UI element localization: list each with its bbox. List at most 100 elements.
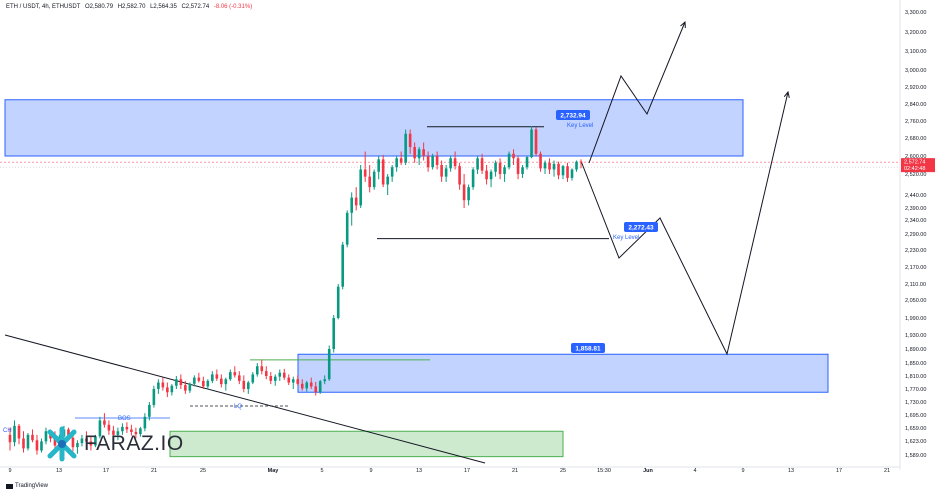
y-tick-label: 2,170.00 xyxy=(905,265,926,271)
candle-body xyxy=(359,169,362,206)
x-tick-label: 13 xyxy=(788,468,794,474)
y-tick-label: 2,290.00 xyxy=(905,232,926,238)
candle-body xyxy=(31,434,34,441)
candle-body xyxy=(175,379,178,386)
candle-body xyxy=(336,286,340,318)
candle-body xyxy=(350,197,354,213)
projection-arrowhead xyxy=(680,20,686,29)
change-value: -8.06 (-0.31%) xyxy=(213,4,253,10)
candle-body xyxy=(166,387,169,393)
candle-body xyxy=(130,429,133,432)
candle-body xyxy=(440,165,443,177)
x-tick-label: 25 xyxy=(200,468,206,474)
candle-body xyxy=(197,377,201,381)
bottom-green-zone xyxy=(169,430,564,458)
candle-body xyxy=(489,171,493,180)
candle-body xyxy=(548,162,551,170)
y-tick-label: 2,050.00 xyxy=(905,298,926,304)
candle-body xyxy=(386,176,389,185)
upper-supply-zone xyxy=(4,99,744,157)
y-tick-label: 2,920.00 xyxy=(905,85,926,91)
x-tick-label: 21 xyxy=(151,468,157,474)
y-tick-label: 1,810.00 xyxy=(905,374,926,380)
ch-tag: CH xyxy=(3,428,12,434)
candle-body xyxy=(278,372,282,377)
current-price-tag xyxy=(901,158,935,173)
candle-body xyxy=(570,169,574,178)
symbol-header: ETH / USDT, 4h, ETHUSDT O2,580.79 H2,582… xyxy=(6,4,255,10)
x-tick-label: 13 xyxy=(416,468,422,474)
bos-label: BOS xyxy=(118,416,131,422)
candle-body xyxy=(98,420,102,437)
candle-body xyxy=(354,197,358,206)
x-tick-label: 5 xyxy=(320,468,323,474)
y-tick-label: 3,100.00 xyxy=(905,49,926,55)
candle-body xyxy=(543,162,547,169)
candle-body xyxy=(202,380,205,387)
candle-body xyxy=(121,426,124,432)
candle-body xyxy=(246,382,250,389)
y-tick-label: 2,340.00 xyxy=(905,218,926,224)
candle-body xyxy=(242,380,246,389)
candle-body xyxy=(53,438,57,446)
candle-body xyxy=(211,374,214,381)
candle-body xyxy=(399,158,403,163)
candle-body xyxy=(462,184,466,201)
candle-body xyxy=(417,149,421,159)
faraz-logo-icon xyxy=(47,426,77,462)
level-label-box xyxy=(556,110,590,120)
candle-body xyxy=(431,156,434,168)
candle-body xyxy=(327,349,331,380)
projection-arrowhead xyxy=(783,90,790,98)
open-value: O2,580.79 xyxy=(85,4,114,10)
candle-body xyxy=(71,437,75,448)
candle-body xyxy=(318,381,322,393)
symbol-label: ETH / USDT, 4h, ETHUSDT xyxy=(6,4,81,10)
candle-body xyxy=(179,379,183,386)
candle-body xyxy=(525,157,529,168)
candle-body xyxy=(408,133,412,147)
candle-body xyxy=(215,374,219,379)
y-tick-label: 2,840.00 xyxy=(905,102,926,108)
candle-body xyxy=(476,158,479,170)
y-tick-label: 3,200.00 xyxy=(905,30,926,36)
candle-body xyxy=(188,383,192,391)
candle-body xyxy=(125,426,129,430)
candle-body xyxy=(134,431,138,435)
candle-body xyxy=(287,377,291,383)
level-label-box xyxy=(624,222,658,232)
tradingview-icon xyxy=(6,483,13,489)
y-tick-label: 1,589.00 xyxy=(905,453,926,459)
candle-body xyxy=(480,158,484,171)
candle-body xyxy=(291,379,295,383)
candle-body xyxy=(575,161,578,170)
candle-body xyxy=(309,382,313,387)
faraz-logo: FARAZ.IO xyxy=(44,426,184,462)
x-tick-label: 17 xyxy=(103,468,109,474)
candle-body xyxy=(107,424,111,431)
y-tick-label: 1,695.00 xyxy=(905,413,926,419)
high-value: H2,582.70 xyxy=(117,4,146,10)
candle-body xyxy=(372,171,376,188)
candle-body xyxy=(193,377,196,384)
y-tick-label: 1,730.00 xyxy=(905,400,926,406)
y-tick-label: 1,850.00 xyxy=(905,361,926,367)
x-tick-label: 9 xyxy=(8,468,11,474)
candle-body xyxy=(557,163,560,176)
candle-body xyxy=(184,385,187,391)
candle-body xyxy=(512,153,515,159)
candle-body xyxy=(467,187,470,201)
level-label-2: 1,858.81 xyxy=(575,346,601,353)
candle-body xyxy=(390,167,394,177)
y-tick-label: 1,930.00 xyxy=(905,333,926,339)
candle-body xyxy=(76,443,79,448)
candle-body xyxy=(561,166,565,176)
level-label-0: 2,732.94 xyxy=(560,113,586,120)
candle-body xyxy=(534,129,538,154)
candle-body xyxy=(80,438,84,444)
countdown-label: 02:42:48 xyxy=(904,166,925,172)
tradingview-label: TradingView xyxy=(15,483,49,489)
candle-body xyxy=(395,158,398,168)
candle-body xyxy=(363,169,367,177)
